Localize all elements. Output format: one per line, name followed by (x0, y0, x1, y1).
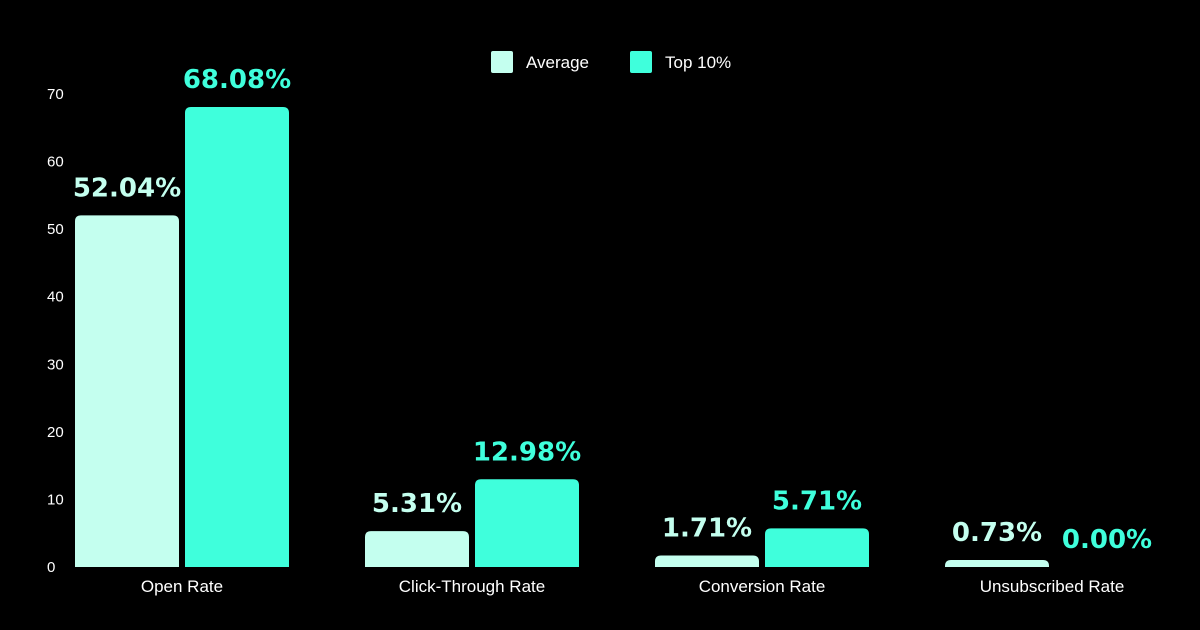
bar (765, 528, 869, 567)
data-label: 5.71% (772, 486, 862, 516)
y-axis: 0 10 20 30 40 50 60 70 (47, 86, 64, 576)
y-tick-label: 40 (47, 289, 64, 306)
x-tick-label: Unsubscribed Rate (980, 577, 1125, 596)
legend-swatch (491, 51, 513, 73)
y-tick-label: 0 (47, 559, 55, 576)
data-label: 0.00% (1062, 525, 1152, 555)
data-label: 5.31% (372, 489, 462, 519)
bar (365, 531, 469, 567)
data-labels: 52.04% 68.08% 5.31% 12.98% 1.71% 5.71% 0.73% 0.… (73, 65, 1152, 555)
bar (655, 555, 759, 567)
x-axis: Open Rate Click-Through Rate Conversion Ra… (141, 577, 1124, 596)
y-tick-label: 70 (47, 86, 64, 103)
legend-label: Average (526, 53, 589, 72)
data-label: 68.08% (183, 65, 291, 95)
bar (945, 560, 1049, 567)
y-tick-label: 10 (47, 491, 64, 508)
data-label: 0.73% (952, 518, 1042, 548)
x-tick-label: Open Rate (141, 577, 223, 596)
y-tick-label: 60 (47, 154, 64, 171)
data-label: 12.98% (473, 437, 581, 467)
legend-swatch (630, 51, 652, 73)
y-tick-label: 30 (47, 356, 64, 373)
x-tick-label: Conversion Rate (699, 577, 826, 596)
x-tick-label: Click-Through Rate (399, 577, 545, 596)
data-label: 1.71% (662, 513, 752, 543)
bar (185, 106, 289, 567)
bars (75, 106, 1049, 568)
legend: Average Top 10% (491, 51, 731, 73)
bar (475, 479, 579, 567)
y-tick-label: 50 (47, 221, 64, 238)
bar (75, 215, 179, 568)
legend-label: Top 10% (665, 53, 731, 72)
data-label: 52.04% (73, 173, 181, 203)
y-tick-label: 20 (47, 424, 64, 441)
